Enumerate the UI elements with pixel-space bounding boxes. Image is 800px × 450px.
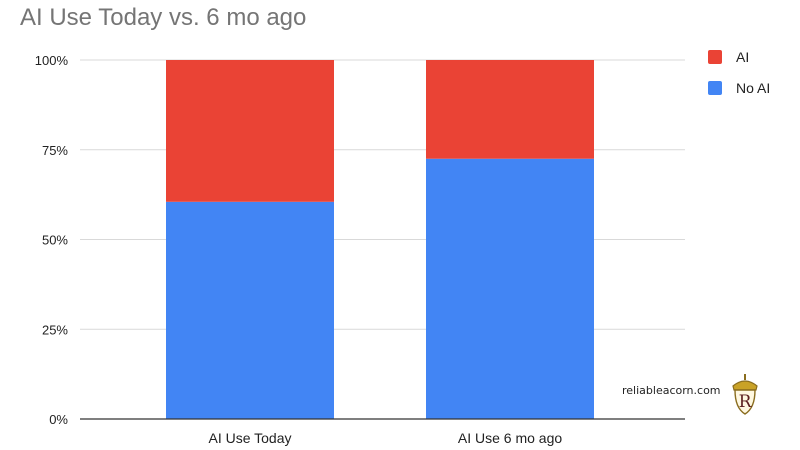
legend-item: No AI [708, 80, 770, 96]
legend-swatch [708, 81, 722, 95]
y-tick-label: 75% [42, 143, 68, 158]
y-tick-label: 50% [42, 233, 68, 248]
x-tick-label: AI Use 6 mo ago [458, 430, 562, 446]
acorn-logo-icon: R [732, 374, 758, 415]
legend-label: No AI [736, 80, 771, 96]
bars [166, 60, 594, 419]
y-tick-label: 100% [35, 53, 69, 68]
legend: AI No AI [708, 49, 770, 111]
y-tick-label: 25% [42, 322, 68, 337]
legend-swatch [708, 50, 722, 64]
y-tick-label: 0% [49, 412, 68, 427]
bar-segment [166, 60, 334, 202]
legend-label: AI [736, 49, 750, 65]
svg-text:R: R [739, 392, 753, 412]
chart-title: AI Use Today vs. 6 mo ago [20, 4, 307, 31]
axes: 0% 25% 50% 75% 100% AI Use Today AI Use 6 mo a… [35, 53, 685, 446]
x-tick-label: AI Use Today [208, 430, 291, 446]
bar-segment [426, 158, 594, 419]
legend-item: AI [708, 49, 770, 65]
bar-segment [426, 60, 594, 159]
watermark-text: reliableacorn.com [622, 384, 721, 397]
bar-segment [166, 201, 334, 419]
